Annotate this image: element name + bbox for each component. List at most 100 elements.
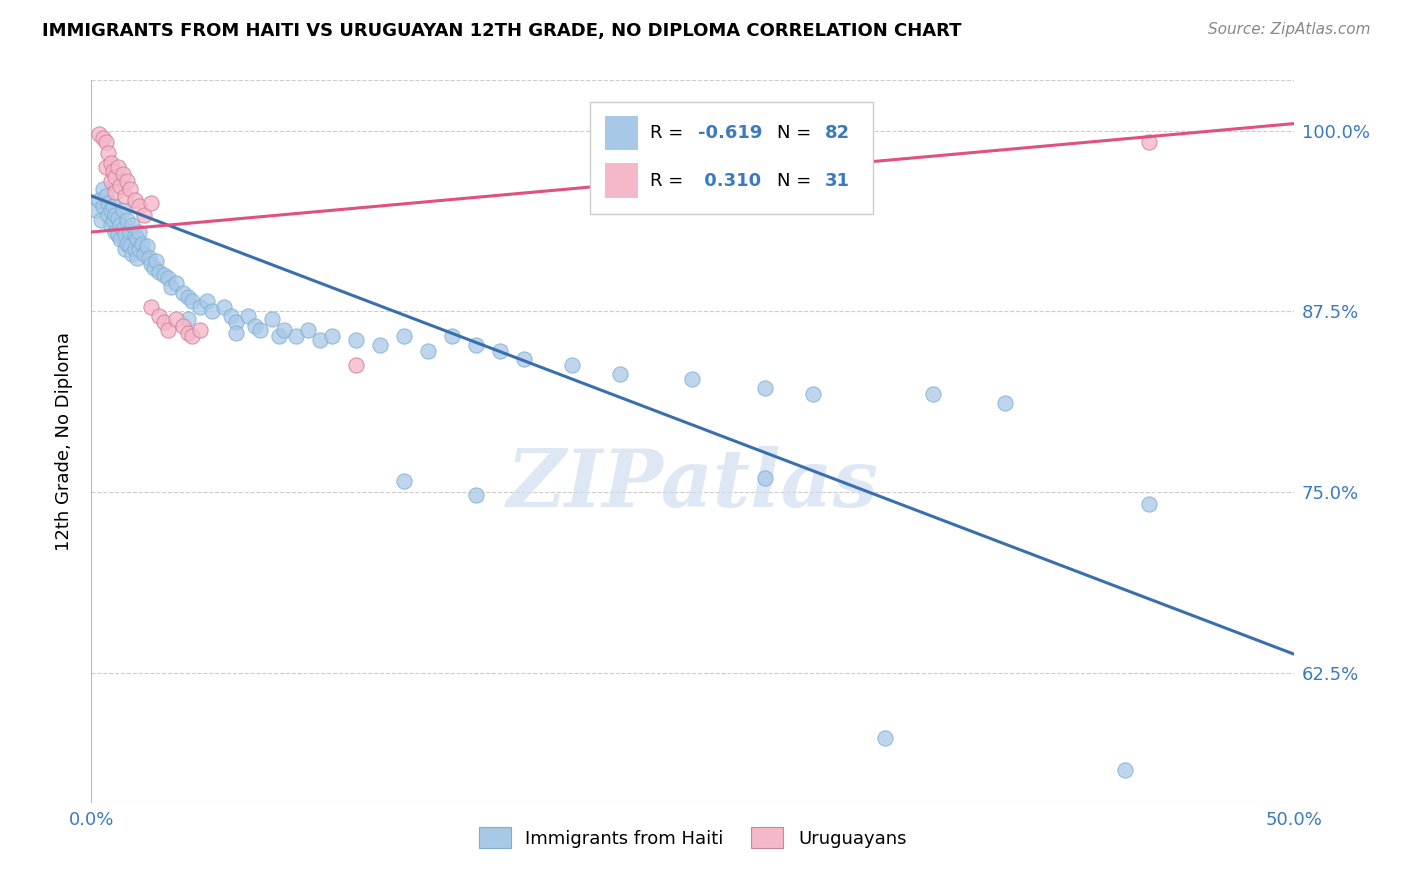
Point bbox=[114, 243, 136, 257]
Point bbox=[212, 300, 235, 314]
Point bbox=[284, 329, 307, 343]
Point bbox=[188, 300, 211, 314]
Point bbox=[152, 268, 174, 283]
Point bbox=[100, 218, 122, 232]
Point bbox=[97, 208, 120, 222]
Point bbox=[465, 488, 488, 502]
Point bbox=[121, 246, 143, 260]
Point bbox=[124, 243, 146, 257]
Text: N =: N = bbox=[776, 124, 817, 142]
Point bbox=[97, 145, 120, 160]
Point bbox=[225, 326, 247, 341]
Point bbox=[100, 155, 122, 169]
Point bbox=[107, 160, 129, 174]
Text: IMMIGRANTS FROM HAITI VS URUGUAYAN 12TH GRADE, NO DIPLOMA CORRELATION CHART: IMMIGRANTS FROM HAITI VS URUGUAYAN 12TH … bbox=[42, 22, 962, 40]
Point bbox=[111, 167, 134, 181]
Point bbox=[93, 182, 115, 196]
Point bbox=[188, 323, 211, 337]
Point bbox=[609, 367, 631, 381]
Text: -0.619: -0.619 bbox=[699, 124, 763, 142]
Point bbox=[110, 218, 132, 232]
Point bbox=[97, 196, 120, 211]
Point bbox=[128, 199, 150, 213]
Point bbox=[128, 225, 150, 239]
Point bbox=[181, 294, 204, 309]
Text: R =: R = bbox=[651, 172, 689, 190]
Point bbox=[321, 329, 343, 343]
Point bbox=[117, 174, 139, 188]
Point bbox=[249, 323, 271, 337]
Point bbox=[93, 199, 115, 213]
Point bbox=[100, 203, 122, 218]
Point bbox=[172, 285, 194, 300]
Point bbox=[873, 731, 896, 745]
Point bbox=[134, 246, 156, 260]
Point bbox=[344, 358, 367, 372]
Point bbox=[176, 290, 198, 304]
Point bbox=[93, 131, 115, 145]
Point bbox=[101, 213, 124, 227]
Text: Source: ZipAtlas.com: Source: ZipAtlas.com bbox=[1208, 22, 1371, 37]
Point bbox=[101, 164, 124, 178]
Point bbox=[297, 323, 319, 337]
Point bbox=[344, 334, 367, 348]
Point bbox=[513, 352, 536, 367]
Point bbox=[801, 387, 824, 401]
Point bbox=[308, 334, 330, 348]
Text: N =: N = bbox=[776, 172, 817, 190]
Point bbox=[87, 193, 110, 207]
Point bbox=[273, 323, 295, 337]
Point bbox=[243, 318, 266, 333]
Point bbox=[267, 329, 290, 343]
Point bbox=[117, 236, 139, 251]
Point bbox=[141, 257, 163, 271]
Point bbox=[87, 127, 110, 141]
Point bbox=[135, 239, 157, 253]
Point bbox=[125, 232, 148, 246]
Point bbox=[392, 474, 415, 488]
Point bbox=[94, 160, 117, 174]
Point bbox=[165, 311, 187, 326]
Point bbox=[100, 174, 122, 188]
Point bbox=[104, 208, 127, 222]
Text: R =: R = bbox=[651, 124, 689, 142]
Point bbox=[165, 276, 187, 290]
Point bbox=[131, 236, 153, 251]
Point bbox=[176, 326, 198, 341]
Text: 0.310: 0.310 bbox=[699, 172, 762, 190]
Point bbox=[368, 337, 391, 351]
Point bbox=[145, 253, 167, 268]
Point bbox=[114, 189, 136, 203]
Point bbox=[101, 199, 124, 213]
Point bbox=[159, 280, 181, 294]
Point bbox=[489, 343, 512, 358]
Point bbox=[754, 381, 776, 395]
Point bbox=[104, 185, 127, 199]
Point bbox=[922, 387, 945, 401]
Point bbox=[124, 193, 146, 207]
Point bbox=[118, 239, 141, 253]
Point bbox=[440, 329, 463, 343]
Point bbox=[107, 227, 129, 242]
Point bbox=[181, 329, 204, 343]
Point bbox=[148, 309, 170, 323]
Point bbox=[104, 170, 127, 185]
Point bbox=[118, 225, 141, 239]
Point bbox=[141, 300, 163, 314]
Point bbox=[111, 222, 134, 236]
Point bbox=[201, 304, 224, 318]
Point bbox=[416, 343, 439, 358]
Point bbox=[117, 213, 139, 227]
Point bbox=[994, 395, 1017, 409]
Point bbox=[157, 271, 180, 285]
Point bbox=[110, 178, 132, 193]
Point bbox=[134, 208, 156, 222]
Point bbox=[754, 471, 776, 485]
Text: 82: 82 bbox=[825, 124, 849, 142]
Point bbox=[219, 309, 242, 323]
Point bbox=[392, 329, 415, 343]
Point bbox=[124, 227, 146, 242]
Point bbox=[114, 227, 136, 242]
Point bbox=[141, 196, 163, 211]
Point bbox=[121, 218, 143, 232]
